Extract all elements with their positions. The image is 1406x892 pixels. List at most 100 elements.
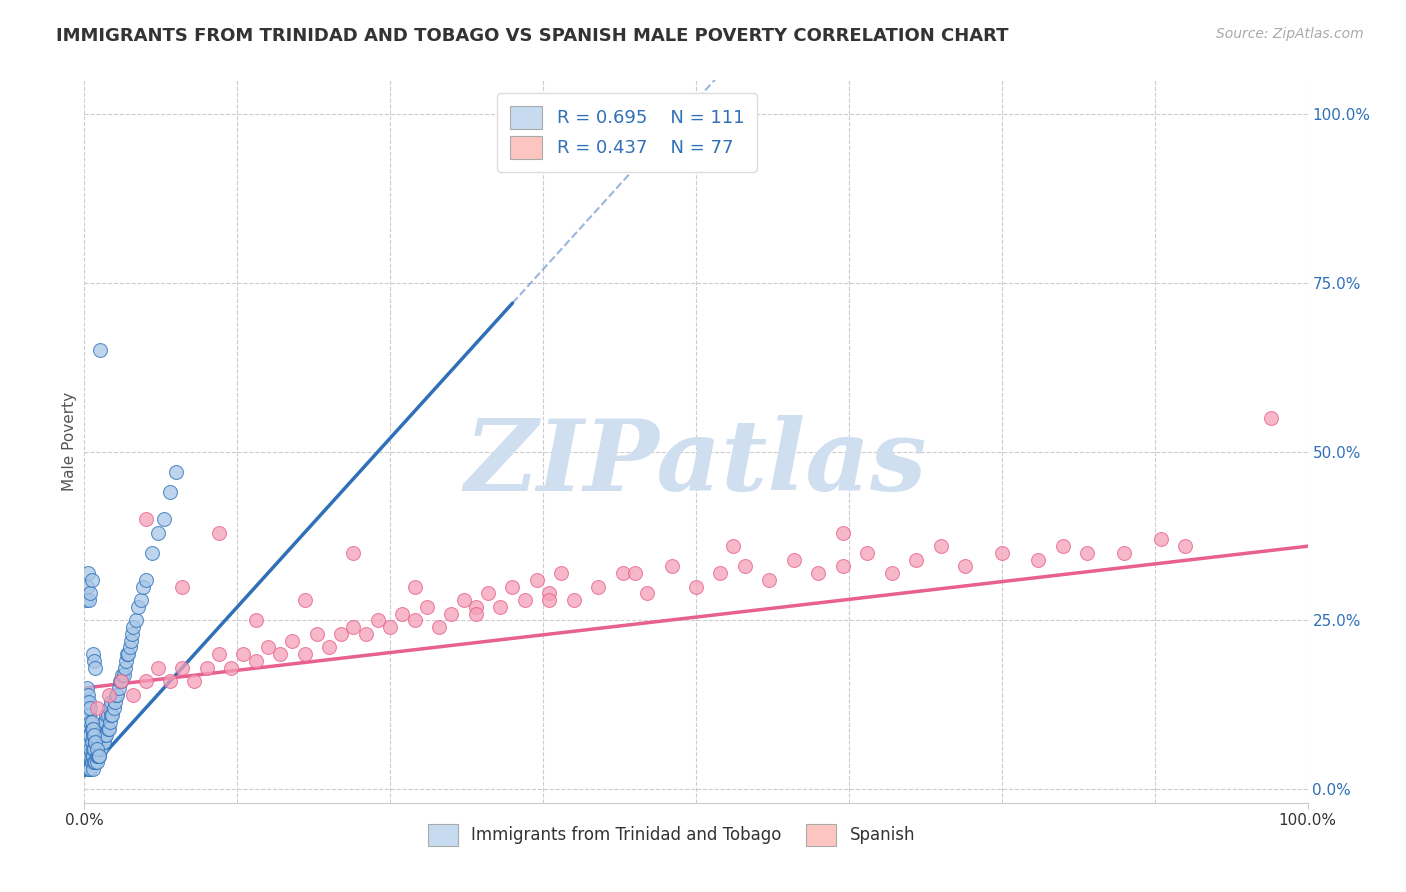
Point xyxy=(76,694,98,708)
Point xyxy=(120,633,142,648)
Point xyxy=(82,647,104,661)
Point xyxy=(172,661,194,675)
Point xyxy=(77,735,100,749)
Point xyxy=(135,512,157,526)
Point xyxy=(97,722,120,736)
Point xyxy=(97,701,120,715)
Point xyxy=(98,714,121,729)
Point xyxy=(86,701,108,715)
Point xyxy=(79,714,101,729)
Point xyxy=(111,667,134,681)
Text: ZIPatlas: ZIPatlas xyxy=(465,415,927,511)
Point xyxy=(305,627,328,641)
Point xyxy=(97,722,120,736)
Point xyxy=(77,748,100,763)
Point xyxy=(76,681,98,695)
Point xyxy=(1150,533,1173,547)
Point xyxy=(94,728,117,742)
Point xyxy=(89,741,111,756)
Point xyxy=(440,607,463,621)
Point xyxy=(489,599,512,614)
Point xyxy=(94,714,117,729)
Point xyxy=(84,756,107,770)
Point xyxy=(929,539,952,553)
Point xyxy=(79,701,101,715)
Point xyxy=(87,748,110,763)
Point xyxy=(513,593,536,607)
Point xyxy=(427,620,450,634)
Point xyxy=(122,620,145,634)
Point xyxy=(758,573,780,587)
Point xyxy=(79,728,101,742)
Point xyxy=(82,741,104,756)
Point xyxy=(100,694,122,708)
Point xyxy=(831,525,853,540)
Point xyxy=(135,674,157,689)
Point xyxy=(77,722,100,736)
Legend: Immigrants from Trinidad and Tobago, Spanish: Immigrants from Trinidad and Tobago, Spa… xyxy=(420,818,922,852)
Point xyxy=(80,722,103,736)
Point xyxy=(330,627,353,641)
Point xyxy=(76,735,98,749)
Point xyxy=(77,728,100,742)
Point xyxy=(464,607,486,621)
Point xyxy=(103,701,125,715)
Point xyxy=(75,741,97,756)
Text: IMMIGRANTS FROM TRINIDAD AND TOBAGO VS SPANISH MALE POVERTY CORRELATION CHART: IMMIGRANTS FROM TRINIDAD AND TOBAGO VS S… xyxy=(56,27,1008,45)
Point xyxy=(342,546,364,560)
Point xyxy=(146,525,169,540)
Point xyxy=(97,708,120,723)
Point xyxy=(89,728,111,742)
Point xyxy=(538,586,561,600)
Point xyxy=(416,599,439,614)
Point xyxy=(117,647,139,661)
Point xyxy=(84,735,107,749)
Point xyxy=(1028,552,1050,566)
Point xyxy=(354,627,377,641)
Point xyxy=(86,735,108,749)
Point xyxy=(624,566,647,581)
Point xyxy=(107,681,129,695)
Point xyxy=(880,566,903,581)
Point xyxy=(105,688,128,702)
Point xyxy=(245,654,267,668)
Point xyxy=(502,580,524,594)
Point xyxy=(165,465,187,479)
Point xyxy=(96,728,118,742)
Point xyxy=(1114,546,1136,560)
Point xyxy=(87,722,110,736)
Point xyxy=(159,485,181,500)
Point xyxy=(636,586,658,600)
Point xyxy=(159,674,181,689)
Point xyxy=(115,647,138,661)
Point xyxy=(380,620,402,634)
Point xyxy=(129,593,152,607)
Point xyxy=(257,640,280,655)
Point xyxy=(550,566,572,581)
Point xyxy=(97,688,120,702)
Point xyxy=(75,593,97,607)
Point xyxy=(83,728,105,742)
Point xyxy=(86,748,108,763)
Point xyxy=(110,674,132,689)
Point xyxy=(87,722,110,736)
Point xyxy=(404,614,426,628)
Point xyxy=(76,722,98,736)
Point xyxy=(153,512,176,526)
Point xyxy=(477,586,499,600)
Point xyxy=(318,640,340,655)
Point xyxy=(77,566,100,581)
Point xyxy=(294,593,316,607)
Point xyxy=(685,580,707,594)
Point xyxy=(391,607,413,621)
Point xyxy=(100,708,122,723)
Point xyxy=(367,614,389,628)
Point xyxy=(105,688,128,702)
Point xyxy=(953,559,976,574)
Point xyxy=(82,722,104,736)
Point xyxy=(404,580,426,594)
Point xyxy=(82,762,104,776)
Point xyxy=(82,728,104,742)
Point xyxy=(146,661,169,675)
Point xyxy=(1076,546,1098,560)
